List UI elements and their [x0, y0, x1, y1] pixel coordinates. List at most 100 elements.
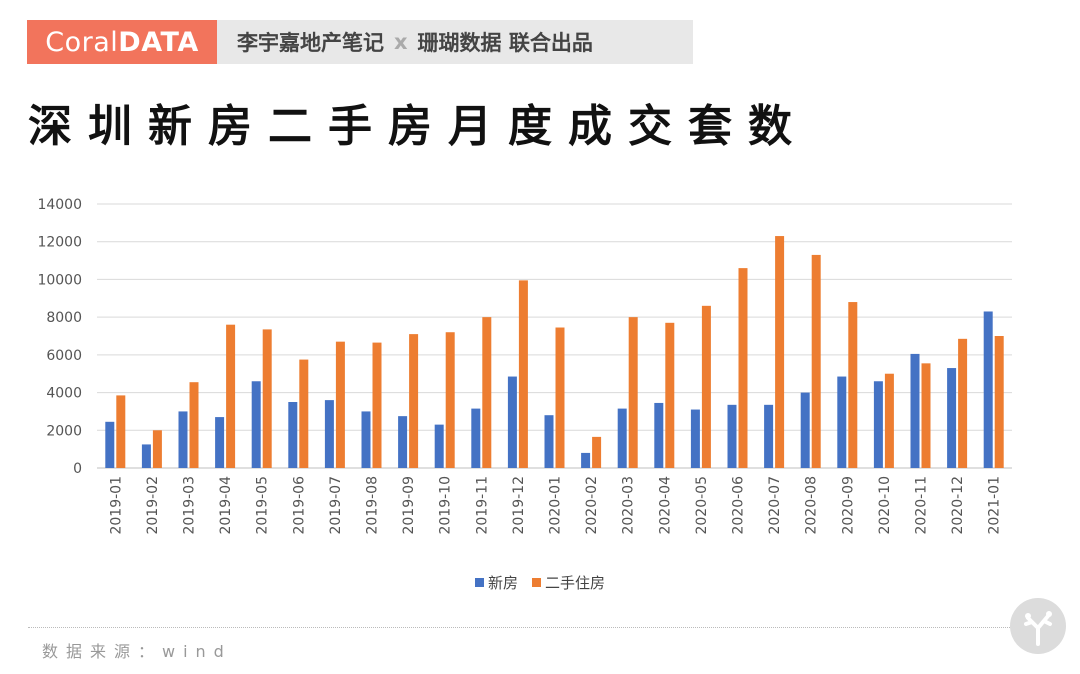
bar-new — [251, 381, 261, 468]
bar-second — [775, 236, 785, 468]
y-tick-label: 8000 — [46, 310, 82, 326]
footer-divider — [28, 627, 1028, 628]
bar-new — [764, 404, 774, 468]
bar-new — [947, 368, 957, 468]
x-tick-label: 2019-12 — [511, 476, 527, 535]
x-tick-label: 2019-05 — [255, 476, 271, 535]
bar-second — [628, 317, 638, 468]
data-source: 数据来源：wind — [42, 642, 232, 661]
y-tick-label: 10000 — [37, 272, 82, 288]
bar-second — [921, 363, 931, 468]
x-tick-label: 2019-10 — [438, 476, 454, 535]
bar-new — [507, 376, 517, 468]
bar-new — [873, 381, 883, 468]
x-tick-label: 2020-07 — [767, 476, 783, 535]
x-tick-label: 2019-11 — [474, 476, 490, 535]
bar-new — [215, 417, 225, 468]
x-tick-label: 2020-08 — [804, 476, 820, 535]
bar-second — [884, 373, 894, 468]
bar-new — [471, 408, 481, 468]
bar-new — [581, 452, 591, 468]
bar-second — [958, 338, 968, 468]
legend-item-new: 新房 — [474, 572, 518, 593]
x-tick-label: 2020-12 — [950, 476, 966, 535]
y-tick-label: 12000 — [37, 235, 82, 251]
legend-swatch-second — [532, 578, 541, 587]
legend-item-second: 二手住房 — [532, 572, 605, 593]
bar-new — [727, 404, 737, 468]
x-tick-label: 2020-11 — [914, 476, 930, 535]
bar-second — [665, 322, 675, 468]
x-tick-label: 2019-09 — [401, 476, 417, 535]
bar-second — [226, 324, 236, 468]
bar-new — [910, 353, 920, 468]
bar-new — [983, 311, 993, 468]
bar-second — [116, 395, 126, 468]
x-tick-label: 2020-06 — [731, 476, 747, 535]
bar-new — [288, 402, 298, 468]
bar-second — [372, 342, 382, 468]
coral-logo-icon — [1010, 598, 1066, 654]
bar-second — [701, 305, 711, 468]
x-tick-label: 2020-01 — [548, 476, 564, 535]
bar-second — [518, 280, 528, 468]
bar-second — [592, 436, 602, 468]
bar-new — [361, 411, 371, 468]
bar-second — [848, 302, 858, 468]
bar-new — [837, 376, 847, 468]
y-tick-label: 14000 — [37, 197, 82, 213]
x-tick-label: 2020-04 — [657, 476, 673, 535]
x-tick-label: 2019-04 — [218, 476, 234, 535]
bar-new — [617, 408, 627, 468]
x-tick-label: 2020-03 — [621, 476, 637, 535]
x-tick-label: 2019-06 — [291, 476, 307, 535]
y-tick-label: 2000 — [46, 423, 82, 439]
y-tick-label: 6000 — [46, 348, 82, 364]
bar-new — [105, 421, 115, 468]
legend-label-second: 二手住房 — [545, 574, 606, 592]
x-tick-label: 2019-08 — [365, 476, 381, 535]
tagline-x: x — [394, 30, 408, 54]
coraldata-logo: Coral DATA — [27, 20, 217, 64]
bar-new — [800, 392, 810, 468]
bar-second — [262, 329, 272, 468]
bar-second — [445, 332, 455, 468]
bar-new — [324, 400, 334, 468]
bar-second — [335, 341, 345, 468]
x-tick-label: 2021-01 — [987, 476, 1003, 535]
legend-swatch-new — [474, 578, 484, 587]
x-tick-label: 2019-02 — [145, 476, 161, 535]
x-tick-label: 2019-03 — [182, 476, 198, 535]
bar-second — [482, 317, 492, 468]
bar-new — [690, 409, 700, 468]
x-tick-label: 2020-02 — [584, 476, 600, 535]
brand-bar: Coral DATA 李宇嘉地产笔记 x 珊瑚数据 联合出品 — [27, 20, 693, 64]
x-tick-label: 2020-10 — [877, 476, 893, 535]
tagline-right: 珊瑚数据 联合出品 — [417, 31, 593, 55]
logo-text-bold: DATA — [118, 26, 199, 58]
x-tick-label: 2019-07 — [328, 476, 344, 535]
logo-text-light: Coral — [45, 26, 119, 58]
bar-second — [555, 327, 565, 468]
y-tick-label: 4000 — [46, 386, 82, 402]
bar-new — [434, 424, 444, 468]
bar-new — [654, 402, 664, 468]
bar-new — [178, 411, 188, 468]
bar-second — [738, 268, 748, 468]
brand-tagline: 李宇嘉地产笔记 x 珊瑚数据 联合出品 — [217, 20, 693, 64]
chart-legend: 新房 二手住房 — [0, 572, 1080, 593]
x-tick-label: 2020-09 — [840, 476, 856, 535]
bar-second — [994, 336, 1004, 468]
x-tick-label: 2019-01 — [108, 476, 124, 535]
bar-second — [299, 359, 309, 468]
x-tick-label: 2020-05 — [694, 476, 710, 535]
bar-new — [141, 444, 151, 468]
tagline-left: 李宇嘉地产笔记 — [237, 31, 384, 55]
bar-second — [189, 382, 199, 468]
bar-new — [544, 415, 554, 468]
legend-label-new: 新房 — [487, 574, 518, 592]
bar-new — [398, 416, 408, 468]
page-title: 深圳新房二手房月度成交套数 — [28, 101, 808, 152]
bar-second — [152, 430, 162, 468]
